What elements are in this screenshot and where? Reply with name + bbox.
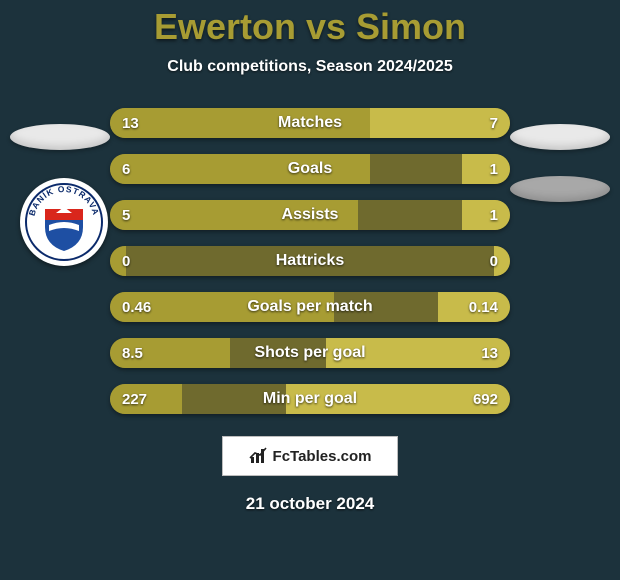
stat-bar-left-fill <box>110 108 370 138</box>
left-club-placeholder-icon <box>10 124 110 150</box>
stat-bar-left-fill <box>110 154 370 184</box>
brand-text: FcTables.com <box>273 448 372 465</box>
stat-bar-left-fill <box>110 246 126 276</box>
stat-bar-right-fill <box>286 384 510 414</box>
player-left-name: Ewerton <box>154 6 296 47</box>
stat-bar-right-fill <box>370 108 510 138</box>
page-title: Ewerton vs Simon <box>154 6 466 48</box>
right-club-placeholder-top-icon <box>510 124 610 150</box>
stat-bar-right-fill <box>462 200 510 230</box>
date-text: 21 october 2024 <box>246 494 375 514</box>
player-right-name: Simon <box>356 6 466 47</box>
stat-bar-right-fill <box>494 246 510 276</box>
stat-bar-left-fill <box>110 384 182 414</box>
stat-bar: Assists51 <box>110 200 510 230</box>
stat-bar-right-fill <box>438 292 510 322</box>
content-root: Ewerton vs Simon Club competitions, Seas… <box>0 0 620 580</box>
right-club-placeholder-bottom-icon <box>510 176 610 202</box>
stat-bar: Goals per match0.460.14 <box>110 292 510 322</box>
stat-bar: Shots per goal8.513 <box>110 338 510 368</box>
stat-rows: Matches137 Goals61 Assists51 Hattricks00 Goa… <box>0 108 620 414</box>
vs-separator: vs <box>306 6 346 47</box>
club-badge-icon: BANÍK OSTRAVA <box>20 178 108 266</box>
stat-bar-right-fill <box>326 338 510 368</box>
subtitle: Club competitions, Season 2024/2025 <box>167 58 452 76</box>
stat-bar: Hattricks00 <box>110 246 510 276</box>
stat-bar-left-fill <box>110 292 334 322</box>
stat-bar-left-fill <box>110 200 358 230</box>
brand-chart-icon <box>249 447 269 465</box>
stat-bar: Goals61 <box>110 154 510 184</box>
stat-bar-right-fill <box>462 154 510 184</box>
brand-box: FcTables.com <box>222 436 398 476</box>
stat-bar: Min per goal227692 <box>110 384 510 414</box>
stat-bar-label: Hattricks <box>110 246 510 276</box>
stat-bar: Matches137 <box>110 108 510 138</box>
stat-bar-left-fill <box>110 338 230 368</box>
